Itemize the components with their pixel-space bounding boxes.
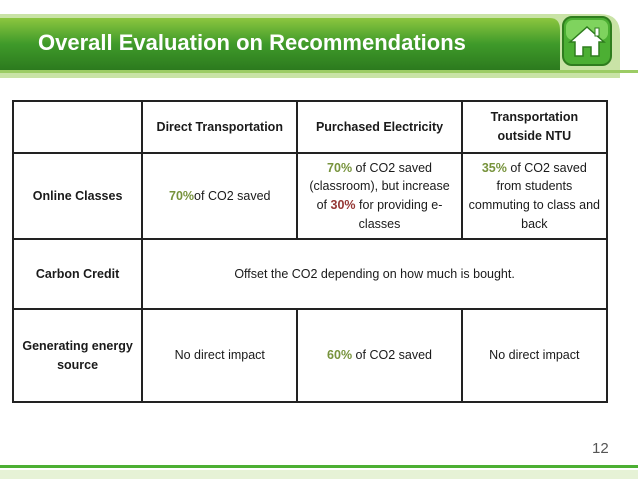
highlight: 70% — [169, 188, 195, 203]
table-cell: 35% of CO2 saved from students commuting… — [460, 152, 609, 240]
highlight: 30% — [330, 198, 356, 212]
column-header: Purchased Electricity — [296, 100, 463, 154]
cell-text: for providing e-classes — [355, 198, 443, 231]
slide-title: Overall Evaluation on Recommendations — [38, 30, 466, 55]
footer-band — [0, 465, 638, 479]
highlight: 35% — [481, 160, 507, 175]
row-label: Generating energy source — [11, 308, 144, 403]
column-header: Transportation outside NTU — [460, 100, 609, 154]
table-row: Online Classes 70%of CO2 saved 70% of CO2 … — [11, 152, 609, 240]
cell-text: No direct impact — [174, 348, 265, 363]
row-label: Carbon Credit — [11, 238, 144, 310]
cell-text: of CO2 saved (classroom), but increase o… — [309, 160, 450, 213]
highlight: 70% — [327, 160, 353, 175]
corner-cell — [11, 100, 144, 154]
column-header: Direct Transportation — [141, 100, 299, 154]
header-row: Direct Transportation Purchased Electrici… — [11, 100, 609, 154]
table-cell: Offset the CO2 depending on how much is … — [141, 238, 608, 310]
table-cell: 60% of CO2 saved — [296, 308, 463, 403]
home-button[interactable] — [562, 16, 612, 66]
page-number: 12 — [592, 440, 609, 457]
header-band — [0, 14, 638, 78]
highlight: 60% — [327, 348, 353, 363]
cell-text: No direct impact — [489, 348, 580, 363]
evaluation-table: Direct Transportation Purchased Electrici… — [11, 100, 609, 403]
table-cell: No direct impact — [460, 308, 609, 403]
cell-text: of CO2 saved — [352, 348, 432, 363]
row-label: Online Classes — [11, 152, 144, 240]
table-row: Generating energy source No direct impact… — [11, 308, 609, 403]
cell-text: of CO2 saved from students commuting to … — [468, 160, 600, 231]
table-cell: 70% of CO2 saved (classroom), but increa… — [296, 152, 463, 240]
cell-text: Offset the CO2 depending on how much is … — [234, 266, 515, 281]
table-row: Carbon Credit Offset the CO2 depending on… — [11, 238, 608, 310]
table-cell: No direct impact — [141, 308, 299, 403]
table-cell: 70%of CO2 saved — [141, 152, 299, 240]
cell-text: of CO2 saved — [194, 188, 271, 203]
